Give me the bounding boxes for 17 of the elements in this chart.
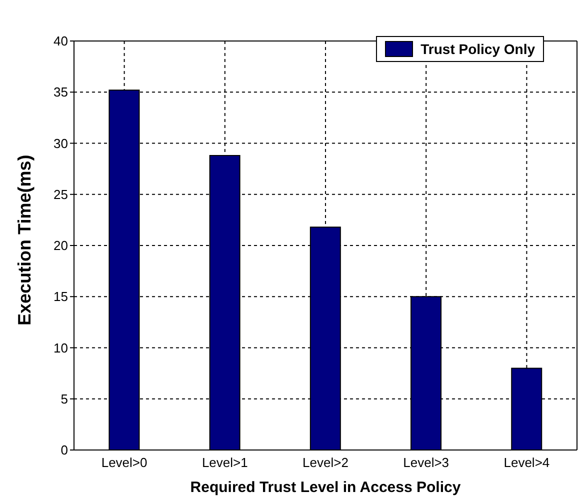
x-axis-title: Required Trust Level in Access Policy [190,479,462,496]
x-tick-label: Level>4 [504,455,550,470]
y-tick-label: 10 [54,340,68,356]
y-tick-label: 40 [54,34,68,49]
y-tick-label: 5 [60,391,68,406]
y-tick-label: 15 [54,289,68,304]
y-axis-title: Execution Time(ms) [14,154,34,326]
y-tick-label: 0 [60,442,68,458]
x-tick-label: Level>2 [302,455,348,470]
y-tick-label: 25 [54,186,68,202]
x-tick-label: Level>3 [403,455,450,470]
y-tick-label: 35 [54,84,68,100]
x-tick-label: Level>0 [101,455,148,470]
y-tick-label: 30 [54,136,68,151]
y-tick-label: 20 [54,238,68,254]
x-tick-label: Level>1 [202,455,248,470]
legend-label: Trust Policy Only [420,41,535,57]
